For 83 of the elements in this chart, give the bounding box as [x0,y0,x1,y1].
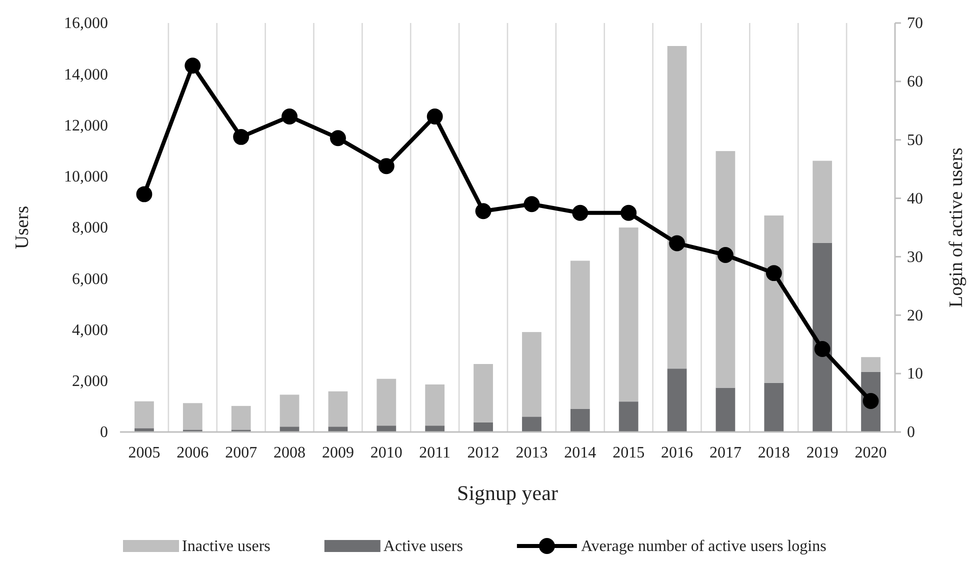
y2-tick-label: 70 [907,15,923,32]
point [620,204,637,221]
bar [280,426,300,432]
bar [618,402,638,432]
bar [522,416,542,432]
bar [667,368,687,432]
point [572,204,588,221]
x-tick-label: 2010 [370,444,402,462]
bar [328,391,348,427]
bar [425,384,445,426]
point [282,108,298,124]
legend-label: Average number of active users logins [580,538,826,555]
bar [280,394,300,427]
point [233,128,250,145]
point [524,196,540,212]
y-tick-label: 0 [100,424,108,442]
bar [522,332,542,417]
bar [861,357,880,372]
bar [812,160,832,243]
y-tick-label: 4,000 [72,322,108,339]
point [717,247,734,263]
y-tick-label: 10,000 [64,168,108,186]
x-tick-label: 2015 [612,444,645,462]
y-tick-label: 2,000 [72,372,108,390]
y-tick-label: 6,000 [72,270,108,288]
legend-label: Inactive users [182,538,270,555]
x-tick-label: 2020 [854,444,887,462]
point [475,203,492,220]
bar [716,388,736,432]
x-tick-label: 2012 [467,444,500,462]
point [184,58,201,74]
bar [716,151,736,388]
x-tick-label: 2005 [128,444,160,462]
y-tick-label: 8,000 [72,220,108,237]
bar [182,403,202,430]
bar [328,426,348,432]
y2-tick-label: 20 [907,307,923,324]
bar [231,406,251,430]
y2-tick-label: 30 [907,248,923,266]
point [766,265,782,282]
bar [570,408,590,432]
x-tick-label: 2013 [516,444,548,462]
x-tick-label: 2007 [225,444,258,462]
y2-axis-title: Login of active users [946,148,967,308]
x-tick-label: 2009 [322,444,354,462]
x-tick-label: 2014 [564,444,596,462]
point [669,235,686,252]
y2-tick-label: 50 [907,132,923,149]
x-tick-label: 2006 [176,444,209,462]
bar [134,401,154,428]
bar [376,378,396,426]
bar [474,422,493,432]
x-tick-label: 2016 [661,444,694,462]
y2-tick-label: 40 [907,190,923,208]
x-tick-label: 2019 [806,444,838,462]
bar [618,228,638,402]
y-tick-label: 14,000 [64,66,108,84]
point [378,158,394,174]
bar [425,426,445,432]
point [426,108,443,124]
x-tick-label: 2018 [758,444,790,462]
point [814,341,830,357]
bar [376,426,396,432]
y-tick-label: 16,000 [64,15,108,32]
y-axis-title: Users [12,206,33,250]
bar [764,215,784,383]
point [136,186,152,202]
bar [570,260,590,409]
y2-tick-label: 0 [907,424,915,442]
x-tick-label: 2008 [274,444,306,462]
x-axis-title: Signup year [457,481,558,505]
y2-tick-label: 10 [907,366,923,383]
bar [474,364,493,422]
x-tick-label: 2017 [709,444,742,462]
bar [812,242,832,432]
bar [764,382,784,432]
y2-tick-label: 60 [907,74,923,91]
bar [667,46,687,369]
legend-label: Active users [383,538,463,555]
point [330,130,346,146]
y-tick-label: 12,000 [64,117,108,134]
bar [134,428,154,432]
x-tick-label: 2011 [419,444,451,462]
